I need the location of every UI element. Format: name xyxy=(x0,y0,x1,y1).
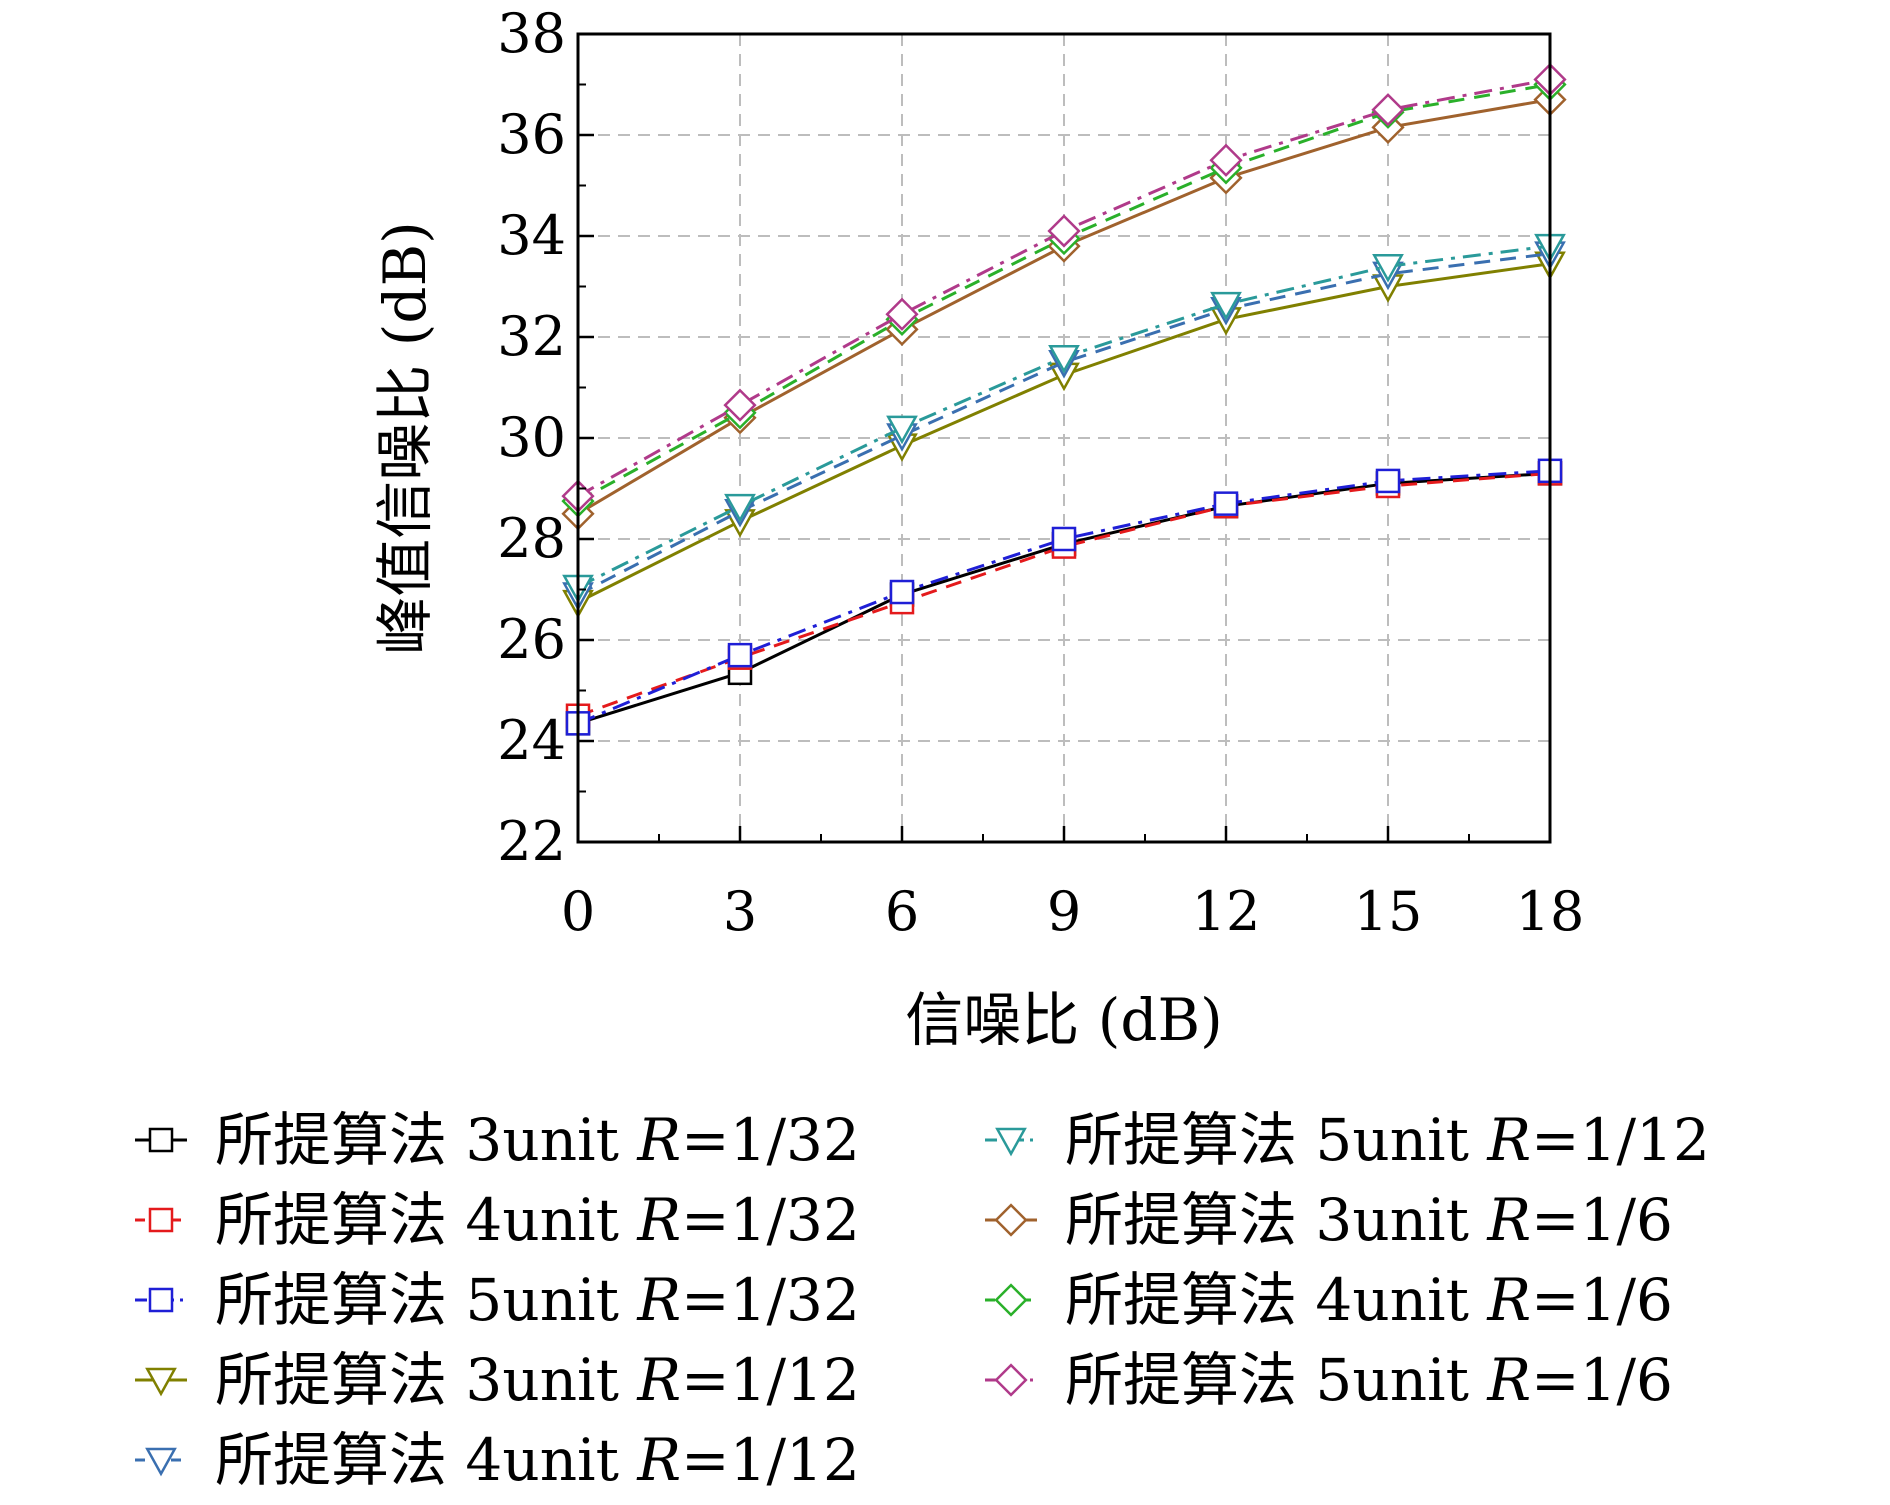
legend-item: 所提算法 5unit R=1/12 xyxy=(985,1106,1710,1174)
legend-label: 所提算法 4unit R=1/6 xyxy=(1065,1266,1673,1334)
x-tick-label: 18 xyxy=(1516,880,1585,943)
data-point xyxy=(724,493,756,523)
legend-item: 所提算法 5unit R=1/6 xyxy=(985,1346,1673,1414)
legend-label: 所提算法 3unit R=1/12 xyxy=(215,1346,860,1414)
legend-marker xyxy=(145,1447,177,1477)
data-point xyxy=(886,415,918,445)
series-6 xyxy=(562,233,1566,604)
legend-marker xyxy=(995,1127,1027,1157)
data-point xyxy=(1372,254,1404,283)
data-point xyxy=(1213,491,1239,516)
y-tick-label: 36 xyxy=(497,103,566,166)
legend-label: 所提算法 5unit R=1/32 xyxy=(215,1266,860,1334)
x-tick-label: 6 xyxy=(885,880,919,943)
data-point xyxy=(1047,214,1081,248)
x-tick-label: 0 xyxy=(561,880,595,943)
legend-item: 所提算法 4unit R=1/32 xyxy=(135,1186,860,1254)
data-point xyxy=(889,579,915,605)
series-3 xyxy=(565,458,1563,736)
legend-item: 所提算法 4unit R=1/12 xyxy=(135,1426,860,1494)
legend-item: 所提算法 5unit R=1/32 xyxy=(135,1266,860,1334)
data-point xyxy=(1051,526,1077,552)
y-tick-label: 28 xyxy=(497,507,566,570)
legend-marker xyxy=(148,1127,174,1153)
legend-label: 所提算法 3unit R=1/6 xyxy=(1065,1186,1673,1254)
legend-marker xyxy=(994,1363,1028,1397)
data-point xyxy=(1209,143,1243,177)
legend-marker xyxy=(145,1367,177,1397)
y-tick-label: 32 xyxy=(497,305,566,368)
legend-label: 所提算法 4unit R=1/32 xyxy=(215,1186,860,1254)
y-tick-label: 26 xyxy=(497,608,566,671)
y-tick-label: 22 xyxy=(497,810,566,873)
data-point xyxy=(885,297,919,331)
data-point xyxy=(723,388,757,422)
y-tick-label: 30 xyxy=(497,406,566,469)
legend-item: 所提算法 3unit R=1/32 xyxy=(135,1106,860,1174)
legend-item: 所提算法 4unit R=1/6 xyxy=(985,1266,1673,1334)
legend-label: 所提算法 5unit R=1/12 xyxy=(1065,1106,1710,1174)
data-point xyxy=(1375,468,1401,494)
x-tick-label: 15 xyxy=(1354,880,1423,943)
legend-label: 所提算法 3unit R=1/32 xyxy=(215,1106,860,1174)
legend-item: 所提算法 3unit R=1/12 xyxy=(135,1346,860,1414)
y-tick-label: 38 xyxy=(497,2,566,65)
grid xyxy=(578,34,1550,842)
legend-marker xyxy=(148,1287,174,1313)
data-point xyxy=(1048,344,1080,374)
legend-label: 所提算法 4unit R=1/12 xyxy=(215,1426,860,1494)
legend-label: 所提算法 5unit R=1/6 xyxy=(1065,1346,1673,1414)
x-tick-label: 12 xyxy=(1192,880,1261,943)
data-point xyxy=(1210,291,1242,321)
legend: 所提算法 3unit R=1/32 所提算法 4unit R=1/32 所提算法 5… xyxy=(135,1106,1710,1494)
legend-marker xyxy=(994,1283,1028,1317)
axes xyxy=(576,32,1552,844)
x-tick-label: 3 xyxy=(723,880,757,943)
legend-marker xyxy=(994,1203,1028,1237)
data-point xyxy=(1371,93,1405,127)
y-tick-label: 24 xyxy=(497,709,566,772)
data-point xyxy=(727,642,753,668)
y-tick-label: 34 xyxy=(497,204,566,267)
legend-item: 所提算法 3unit R=1/6 xyxy=(985,1186,1673,1254)
legend-marker xyxy=(148,1207,174,1233)
x-axis-title: 信噪比 (dB) xyxy=(905,986,1222,1054)
y-axis-title: 峰值信噪比 (dB) xyxy=(371,221,439,654)
x-tick-label: 9 xyxy=(1047,880,1081,943)
